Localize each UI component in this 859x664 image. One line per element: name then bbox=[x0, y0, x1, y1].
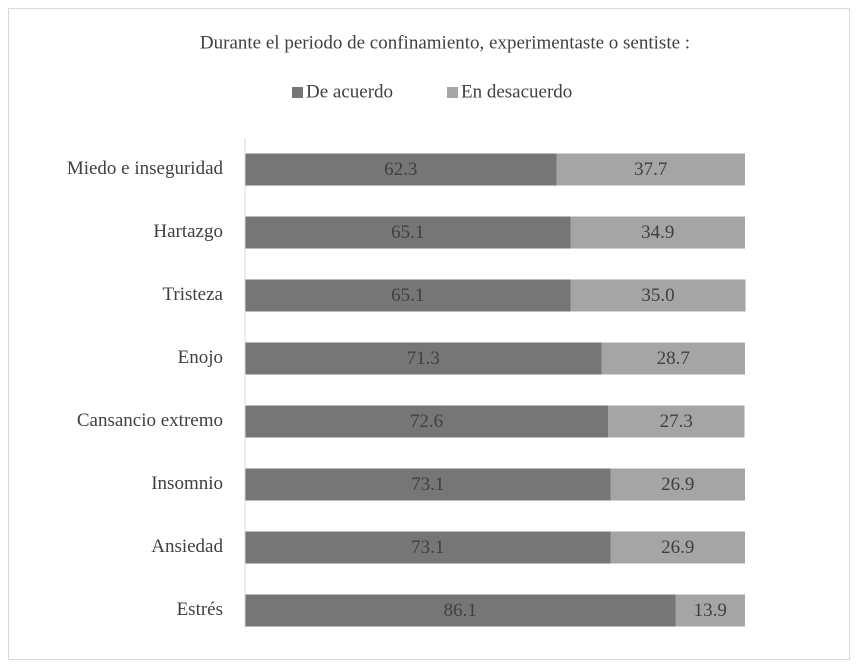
bar-segment bbox=[245, 531, 611, 564]
data-label: 71.3 bbox=[407, 348, 440, 369]
bar-segment bbox=[610, 468, 745, 501]
data-label: 65.1 bbox=[391, 285, 424, 306]
bar-segment bbox=[608, 405, 745, 438]
data-label: 27.3 bbox=[660, 411, 693, 432]
data-label: 26.9 bbox=[661, 474, 694, 495]
data-label: 73.1 bbox=[411, 537, 444, 558]
data-label: 72.6 bbox=[410, 411, 443, 432]
bar-segment bbox=[245, 468, 611, 501]
data-label: 26.9 bbox=[661, 537, 694, 558]
bar-segment bbox=[245, 216, 571, 249]
y-tick-label: Miedo e inseguridad bbox=[67, 158, 224, 179]
data-label: 34.9 bbox=[641, 222, 674, 243]
bar-segment bbox=[556, 153, 745, 186]
bar-segment bbox=[245, 594, 676, 627]
bar-segment bbox=[570, 279, 746, 312]
y-tick-label: Ansiedad bbox=[151, 536, 223, 557]
data-label: 37.7 bbox=[634, 159, 667, 180]
bar-segment bbox=[570, 216, 745, 249]
bar-segment bbox=[245, 279, 571, 312]
data-label: 62.3 bbox=[384, 159, 417, 180]
data-label: 13.9 bbox=[694, 600, 727, 621]
bar-segment bbox=[610, 531, 745, 564]
bar-segment bbox=[675, 594, 745, 627]
chart-title: Durante el periodo de confinamiento, exp… bbox=[200, 32, 690, 53]
data-label: 35.0 bbox=[641, 285, 674, 306]
bar-segment bbox=[601, 342, 745, 375]
y-tick-label: Estrés bbox=[177, 599, 223, 620]
data-label: 65.1 bbox=[391, 222, 424, 243]
y-tick-label: Insomnio bbox=[151, 473, 223, 494]
legend-label: De acuerdo bbox=[306, 81, 393, 102]
bar-segment bbox=[245, 342, 602, 375]
data-label: 28.7 bbox=[657, 348, 690, 369]
data-label: 86.1 bbox=[444, 600, 477, 621]
y-tick-label: Tristeza bbox=[162, 284, 223, 305]
legend-label: En desacuerdo bbox=[461, 81, 572, 102]
bar-segment bbox=[245, 153, 557, 186]
y-tick-label: Cansancio extremo bbox=[77, 410, 223, 431]
legend-swatch bbox=[447, 87, 458, 98]
legend: De acuerdo En desacuerdo bbox=[292, 81, 572, 102]
data-label: 73.1 bbox=[411, 474, 444, 495]
y-tick-label: Hartazgo bbox=[153, 221, 223, 242]
y-tick-label: Enojo bbox=[178, 347, 223, 368]
legend-swatch bbox=[292, 87, 303, 98]
bar-segment bbox=[245, 405, 608, 438]
